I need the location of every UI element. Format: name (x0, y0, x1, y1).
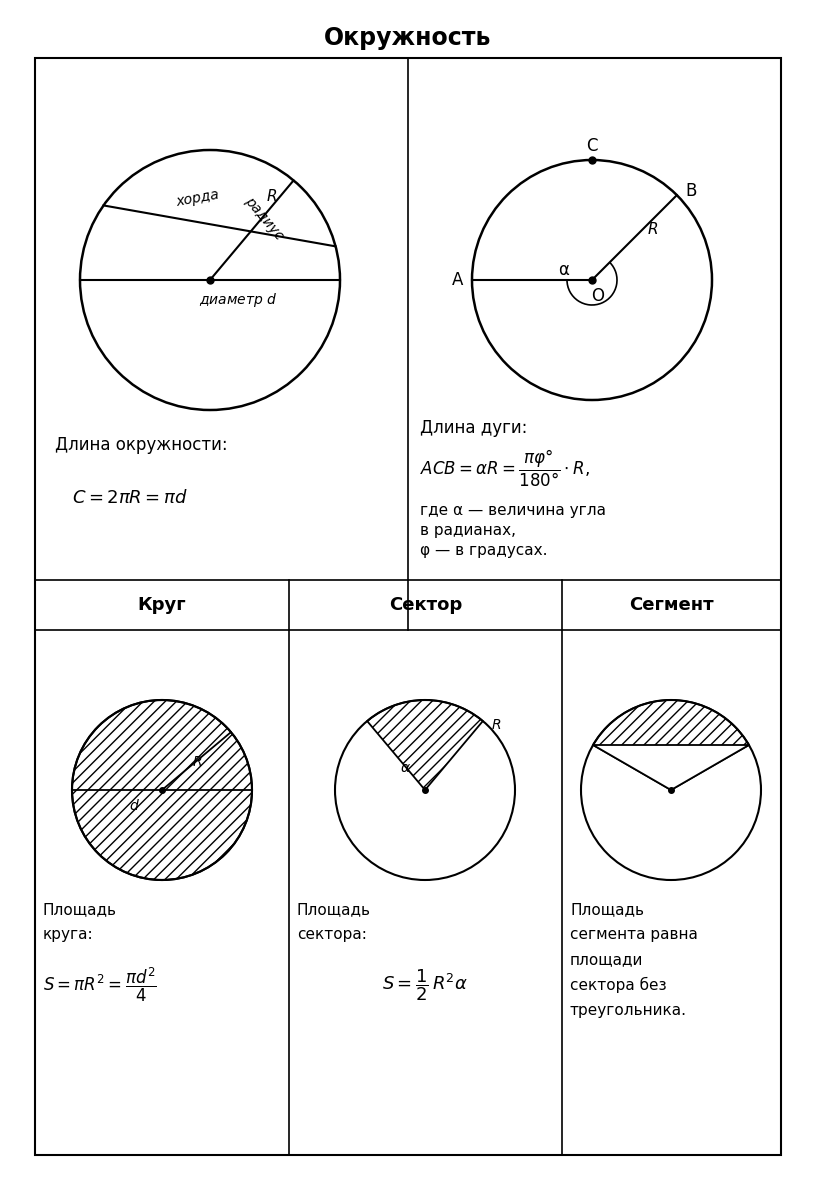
Text: O: O (592, 287, 605, 305)
Text: C: C (586, 137, 598, 155)
Text: Сегмент: Сегмент (629, 596, 714, 614)
Text: α: α (559, 261, 570, 279)
Text: сектора без: сектора без (570, 977, 667, 993)
Text: Круг: Круг (138, 596, 186, 614)
Text: треугольника.: треугольника. (570, 1002, 687, 1018)
Text: хорда: хорда (175, 187, 220, 209)
Text: $C = 2\pi R = \pi d$: $C = 2\pi R = \pi d$ (72, 489, 188, 507)
Text: $S = \pi R^2 = \dfrac{\pi d^2}{4}$: $S = \pi R^2 = \dfrac{\pi d^2}{4}$ (43, 966, 157, 1004)
Text: Площадь: Площадь (570, 903, 644, 917)
Text: R: R (266, 189, 277, 204)
Text: A: A (452, 271, 463, 289)
Text: где α — величина угла: где α — величина угла (420, 502, 606, 518)
Text: в радианах,: в радианах, (420, 523, 516, 537)
Circle shape (581, 700, 761, 880)
Text: $S = \dfrac{1}{2}\,R^2\alpha$: $S = \dfrac{1}{2}\,R^2\alpha$ (383, 968, 468, 1002)
Text: круга:: круга: (43, 928, 94, 942)
Text: $d$: $d$ (129, 799, 140, 813)
Text: Окружность: Окружность (324, 26, 492, 50)
Text: Площадь: Площадь (43, 903, 117, 917)
Text: α: α (401, 761, 410, 775)
Text: Длина дуги:: Длина дуги: (420, 418, 527, 436)
Text: радиус: радиус (242, 194, 286, 242)
Polygon shape (593, 745, 749, 790)
Text: диаметр $d$: диаметр $d$ (199, 291, 277, 309)
Text: φ — в градусах.: φ — в градусах. (420, 542, 548, 558)
Text: B: B (685, 182, 697, 200)
Circle shape (335, 700, 515, 880)
Text: площади: площади (570, 952, 643, 968)
Text: $ACB = \alpha R = \dfrac{\pi\varphi°}{180°}\cdot R,$: $ACB = \alpha R = \dfrac{\pi\varphi°}{18… (420, 447, 590, 489)
Text: Площадь: Площадь (297, 903, 371, 917)
Text: Сектор: Сектор (389, 596, 462, 614)
Text: R: R (647, 222, 658, 237)
Text: R: R (193, 755, 202, 769)
Text: Длина окружности:: Длина окружности: (55, 436, 228, 454)
Text: сектора:: сектора: (297, 928, 367, 942)
Text: сегмента равна: сегмента равна (570, 928, 698, 942)
Text: R: R (492, 718, 502, 733)
